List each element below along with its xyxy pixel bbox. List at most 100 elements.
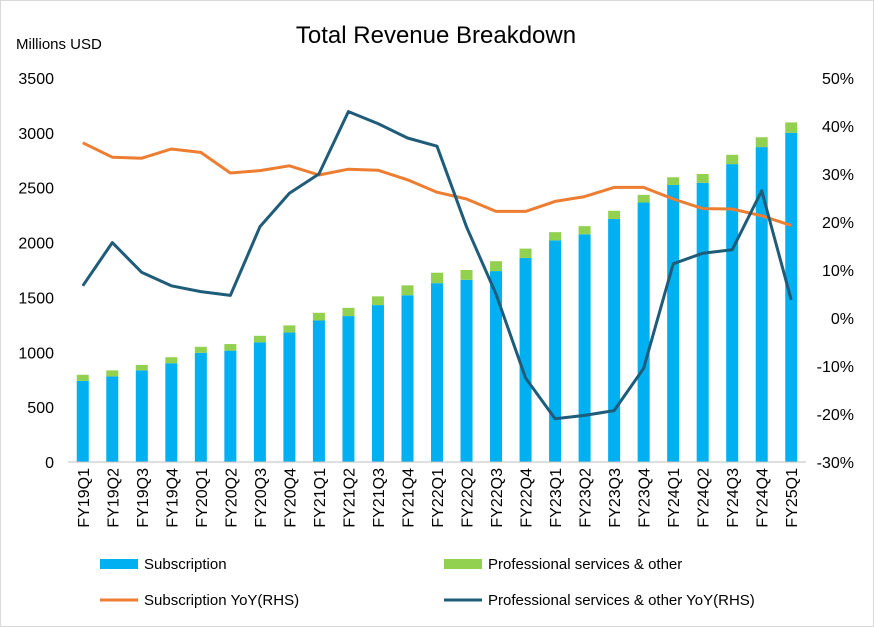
subscription-bar (312, 320, 325, 462)
professional-services-yoy-line (81, 110, 793, 421)
subscription-bar (76, 380, 89, 462)
x-tick-label: FY25Q1 (784, 468, 801, 528)
professional-services-bar (431, 272, 443, 284)
subscription-bar (549, 240, 562, 462)
professional-services-bar (76, 374, 89, 381)
x-tick-label: FY20Q2 (223, 468, 240, 528)
x-tick-label: FY22Q1 (430, 468, 447, 528)
x-tick-label: FY20Q3 (253, 468, 270, 528)
professional-services-bar (401, 285, 414, 296)
x-tick-label: FY20Q1 (194, 468, 211, 528)
professional-services-bar (135, 364, 148, 371)
x-tick-label: FY24Q4 (755, 468, 772, 528)
subscription-bar (194, 352, 207, 462)
professional-services-bar (726, 154, 739, 165)
subscription-bar (431, 283, 443, 462)
professional-services-bar (490, 261, 503, 272)
subscription-bar (608, 218, 621, 462)
subscription-bar (401, 295, 414, 462)
professional-services-bar (785, 122, 798, 133)
legend-label: Professional services & other YoY(RHS) (488, 592, 755, 609)
subscription-bar (755, 147, 768, 462)
y2-tick-label: 0% (831, 311, 854, 328)
x-tick-label: FY19Q1 (76, 468, 93, 528)
subscription-bar (667, 184, 680, 462)
legend-label: Subscription YoY(RHS) (144, 592, 299, 609)
subscription-bar (726, 164, 739, 462)
x-tick-label: FY22Q2 (460, 468, 477, 528)
y-tick-label: 1000 (18, 345, 54, 362)
subscription-bar (283, 332, 296, 462)
chart-title: Total Revenue Breakdown (296, 22, 576, 49)
y2-tick-label: -10% (817, 359, 854, 376)
professional-services-bar (696, 174, 709, 183)
subscription-bar (165, 363, 178, 462)
subscription-bar (135, 370, 148, 462)
x-tick-label: FY22Q4 (519, 468, 536, 528)
professional-services-bar (755, 137, 768, 148)
x-tick-label: FY24Q1 (666, 468, 683, 528)
legend-label: Professional services & other (488, 556, 682, 573)
x-tick-label: FY23Q3 (607, 468, 624, 528)
x-tick-label: FY24Q2 (696, 468, 713, 528)
subscription-bar (106, 376, 119, 462)
subscription-yoy-line (82, 141, 792, 227)
x-tick-label: FY23Q1 (548, 468, 565, 528)
x-tick-label: FY21Q2 (341, 468, 358, 528)
professional-services-bar (519, 248, 532, 258)
professional-services-bar (312, 312, 325, 321)
subscription-bar (224, 350, 237, 462)
y2-tick-label: -30% (817, 455, 854, 472)
subscription-bar (460, 279, 473, 462)
y-tick-label: 1500 (18, 290, 54, 307)
subscription-bar (637, 202, 650, 463)
y-tick-label: 3000 (18, 126, 54, 143)
y2-tick-label: 40% (822, 119, 854, 136)
y2-tick-label: 10% (822, 263, 854, 280)
y-tick-label: 500 (27, 400, 54, 417)
y2-tick-label: 20% (822, 215, 854, 232)
professional-services-bar (224, 344, 237, 351)
y-tick-label: 3500 (18, 71, 54, 88)
subscription-bar (696, 182, 709, 462)
professional-services-bar (578, 226, 591, 235)
subscription-bar (578, 234, 591, 462)
y-tick-label: 2000 (18, 236, 54, 253)
professional-services-bar (342, 307, 355, 317)
professional-services-bar (371, 296, 384, 306)
professional-services-bar (608, 210, 621, 219)
x-tick-label: FY22Q3 (489, 468, 506, 528)
subscription-bar (519, 257, 532, 462)
professional-services-bar (106, 370, 119, 377)
x-tick-label: FY19Q2 (105, 468, 122, 528)
professional-services-bar (667, 177, 680, 185)
subscription-bar (490, 271, 503, 462)
y-tick-label: 2500 (18, 181, 54, 198)
x-tick-label: FY21Q4 (400, 468, 417, 528)
legend-label: Subscription (144, 556, 227, 573)
x-tick-label: FY19Q4 (164, 468, 181, 528)
legend-swatch (100, 559, 138, 569)
subscription-bar (371, 305, 384, 462)
x-tick-label: FY21Q1 (312, 468, 329, 528)
professional-services-bar (194, 346, 207, 353)
professional-services-bar (637, 194, 650, 203)
y-axis-unit-label: Millions USD (16, 36, 102, 53)
professional-services-bar (253, 335, 266, 343)
subscription-bar (253, 342, 266, 462)
x-tick-label: FY19Q3 (135, 468, 152, 528)
y2-tick-label: -20% (817, 407, 854, 424)
x-tick-label: FY21Q3 (371, 468, 388, 528)
professional-services-bar (165, 357, 178, 364)
x-tick-label: FY20Q4 (282, 468, 299, 528)
x-tick-label: FY23Q2 (578, 468, 595, 528)
legend-swatch (444, 559, 482, 569)
professional-services-bar (283, 325, 296, 333)
professional-services-bar (460, 270, 473, 280)
y2-tick-label: 30% (822, 167, 854, 184)
subscription-bar (342, 316, 355, 462)
y2-tick-label: 50% (822, 71, 854, 88)
professional-services-bar (549, 232, 562, 241)
x-tick-label: FY24Q3 (725, 468, 742, 528)
